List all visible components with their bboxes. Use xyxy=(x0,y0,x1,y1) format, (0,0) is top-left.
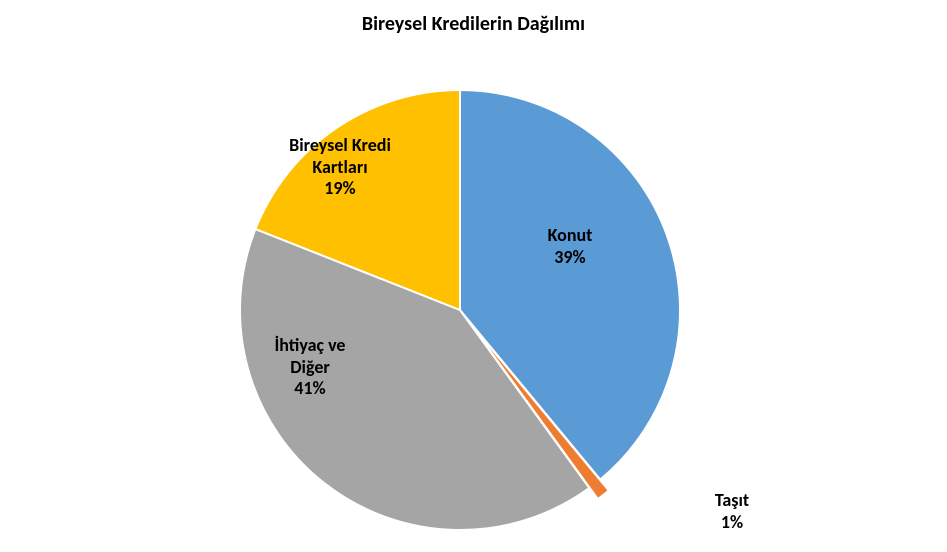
pie-slice-label-1: Taşıt 1% xyxy=(715,490,749,533)
pie-slice-label-2: İhtiyaç ve Diğer 41% xyxy=(275,335,346,400)
pie-slice-label-3: Bireysel Kredi Kartları 19% xyxy=(289,135,391,200)
pie-chart-container: Bireysel Kredilerin Dağılımı Konut 39%Ta… xyxy=(0,0,947,552)
pie-slice-label-0: Konut 39% xyxy=(548,225,593,268)
pie-chart-svg xyxy=(0,0,947,552)
